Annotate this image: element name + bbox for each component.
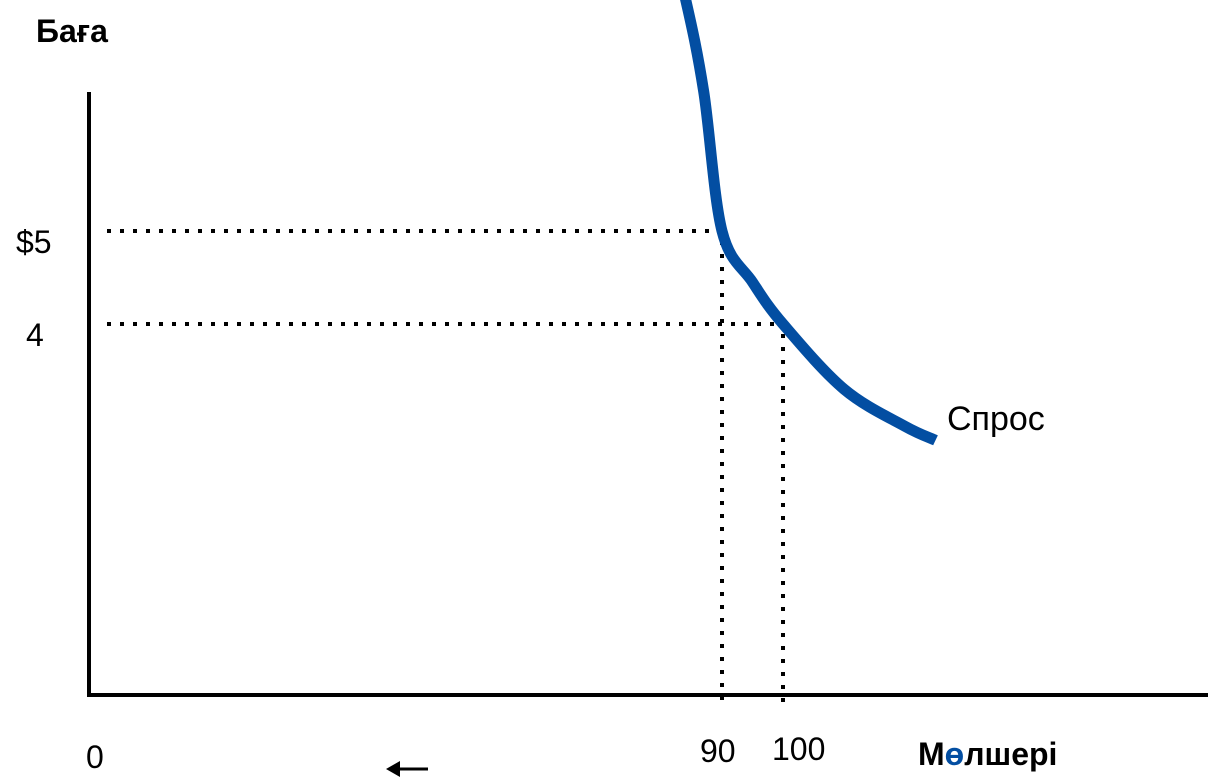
y-axis-label: Баға — [36, 13, 108, 49]
x-axis-label-part-1: М — [918, 736, 945, 772]
x-tick-label-100: 100 — [772, 731, 825, 767]
y-tick-label-5: $5 — [16, 224, 52, 260]
x-axis-label: Мөлшері — [918, 736, 1057, 772]
guide-lines — [107, 229, 785, 707]
origin-label: 0 — [86, 739, 104, 775]
arrow-left-icon — [386, 761, 428, 777]
x-axis-label-part-3: лшері — [964, 736, 1057, 772]
series-label-demand: Спрос — [947, 400, 1045, 438]
demand-curve — [680, 0, 938, 446]
x-axis-label-part-2: ө — [945, 736, 965, 772]
y-tick-label-4: 4 — [26, 317, 44, 353]
x-tick-label-90: 90 — [700, 733, 736, 769]
